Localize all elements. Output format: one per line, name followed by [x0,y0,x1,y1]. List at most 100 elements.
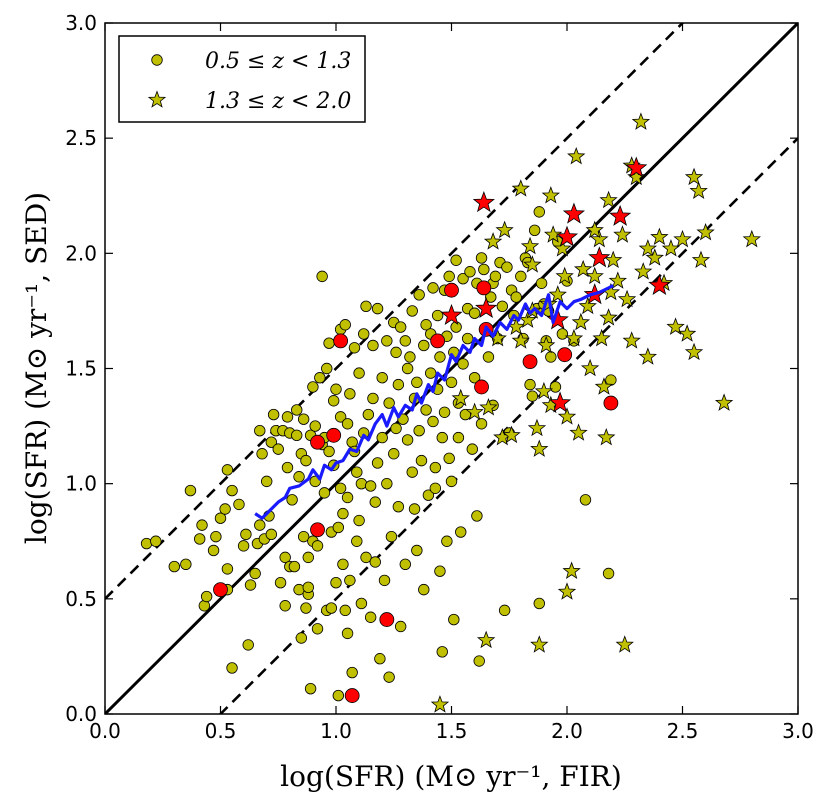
x-tick-label: 2.5 [667,719,699,743]
circle-point [455,526,467,538]
highlight-circle-point [474,379,489,395]
circle-point [332,521,345,534]
circle-point [341,418,354,430]
star-point [553,239,572,257]
x-tick-label: 3.0 [782,719,814,743]
circle-point [307,381,319,393]
circle-point [524,378,536,391]
star-point [564,328,584,347]
circle-point [321,362,333,375]
circle-point [383,397,395,409]
circle-point [140,537,153,550]
star-point [645,248,664,266]
highlight-circle-point [333,333,349,349]
median-line [254,284,614,520]
circle-point [376,431,388,444]
circle-point [445,376,458,389]
circle-point [168,560,181,573]
star-point [617,289,637,308]
star-point [585,220,604,239]
circle-point [457,272,469,285]
star-point [567,146,586,165]
circle-point [334,411,347,423]
circle-point [355,597,368,610]
star-point [714,393,734,411]
circle-point [339,604,351,617]
highlight-star-point [609,204,632,226]
circle-point [244,579,257,591]
circle-point [471,510,483,522]
circle-point [210,530,222,543]
circle-point [420,319,432,331]
y-tick-label: 0.5 [65,587,97,611]
y-tick-label: 0.0 [65,702,97,726]
circle-point [316,270,328,283]
circle-point [478,263,490,276]
circle-point [427,282,439,294]
circle-point [323,445,335,458]
highlight-circle-point [326,427,342,443]
circle-point [468,307,481,319]
star-point [476,630,496,649]
circle-point [515,270,527,283]
y-tick-label: 1.5 [65,357,97,381]
circle-point [475,418,488,430]
circle-point [381,335,393,347]
circle-point [390,346,402,359]
circle-point [489,270,502,283]
circle-point [297,530,310,543]
circle-point [279,600,291,612]
star-point [691,250,711,269]
circle-point [602,567,615,580]
circle-point [526,390,539,402]
star-point [597,427,616,446]
circle-point [418,583,430,596]
circle-point [367,392,379,405]
circle-point [355,477,368,490]
circle-point [334,482,347,494]
circle-point [291,429,303,441]
circle-point [434,565,446,577]
axis-ticks: 0.0 0.5 1.0 1.5 2.0 2.5 3.0 0.0 0.5 1.0 1.5 2.0 2.5 3… [65,11,814,743]
star-point [599,190,618,209]
highlight-circle-point [379,612,395,627]
highlight-star-point [440,303,463,325]
circle-point [293,471,305,483]
star-point [534,381,554,400]
circle-point [339,319,351,331]
star-point [638,347,658,365]
circle-point [418,339,430,352]
circle-point [401,362,414,375]
circle-point [482,351,495,363]
circle-point [265,436,278,448]
circle-point [411,376,423,389]
circle-point [450,254,462,266]
circle-point [496,300,509,313]
legend-label: 1.3 ≤ z < 2.0 [205,89,351,114]
circle-point [332,689,345,702]
highlight-circle-point [557,347,573,363]
circle-point [376,372,388,384]
star-point [638,239,658,257]
star-point [479,398,498,416]
circle-point [300,454,312,467]
circle-point [475,252,488,264]
star-point [661,239,681,257]
highlight-star-point [546,308,569,330]
circle-point [221,464,234,476]
highlight-circle-point [476,280,492,296]
circle-point [371,302,384,315]
star-point [430,695,450,713]
circle-point [434,351,446,363]
circle-point [272,443,284,455]
x-tick-label: 0.5 [205,719,237,743]
circle-point [311,623,324,635]
circle-point [344,574,356,587]
legend-box [118,35,366,123]
circle-point [267,408,280,421]
circle-point [254,424,266,437]
y-tick-label: 1.0 [65,472,97,496]
star-point [689,181,708,199]
circle-point [226,662,238,674]
